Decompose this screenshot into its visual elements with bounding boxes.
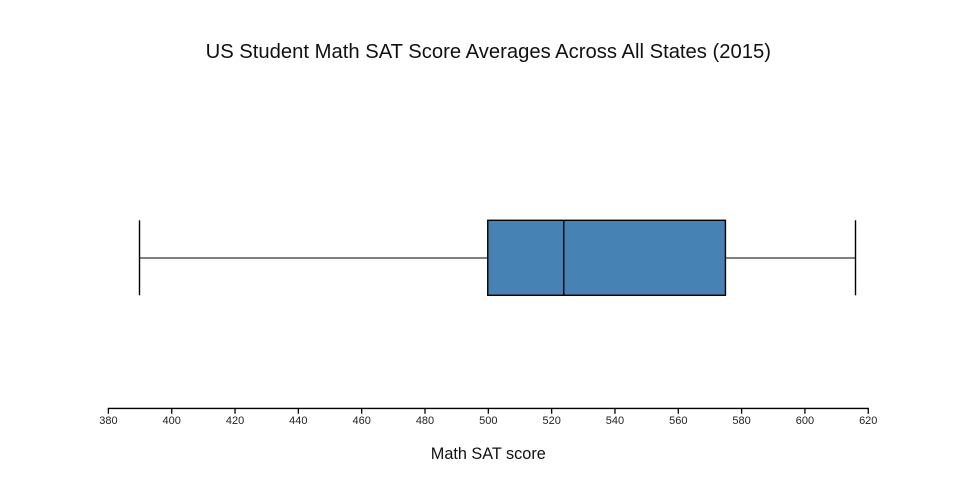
- svg-text:480: 480: [416, 415, 434, 427]
- svg-text:420: 420: [226, 415, 244, 427]
- svg-text:US Student Math SAT Score Aver: US Student Math SAT Score Averages Acros…: [206, 41, 771, 63]
- svg-text:520: 520: [542, 415, 560, 427]
- svg-text:540: 540: [606, 415, 624, 427]
- svg-text:440: 440: [289, 415, 307, 427]
- svg-text:380: 380: [99, 415, 117, 427]
- svg-text:560: 560: [669, 415, 687, 427]
- svg-text:460: 460: [353, 415, 371, 427]
- svg-text:600: 600: [796, 415, 814, 427]
- svg-text:620: 620: [859, 415, 877, 427]
- svg-text:Math SAT score: Math SAT score: [431, 444, 546, 463]
- svg-text:580: 580: [732, 415, 750, 427]
- svg-text:400: 400: [163, 415, 181, 427]
- svg-text:500: 500: [479, 415, 497, 427]
